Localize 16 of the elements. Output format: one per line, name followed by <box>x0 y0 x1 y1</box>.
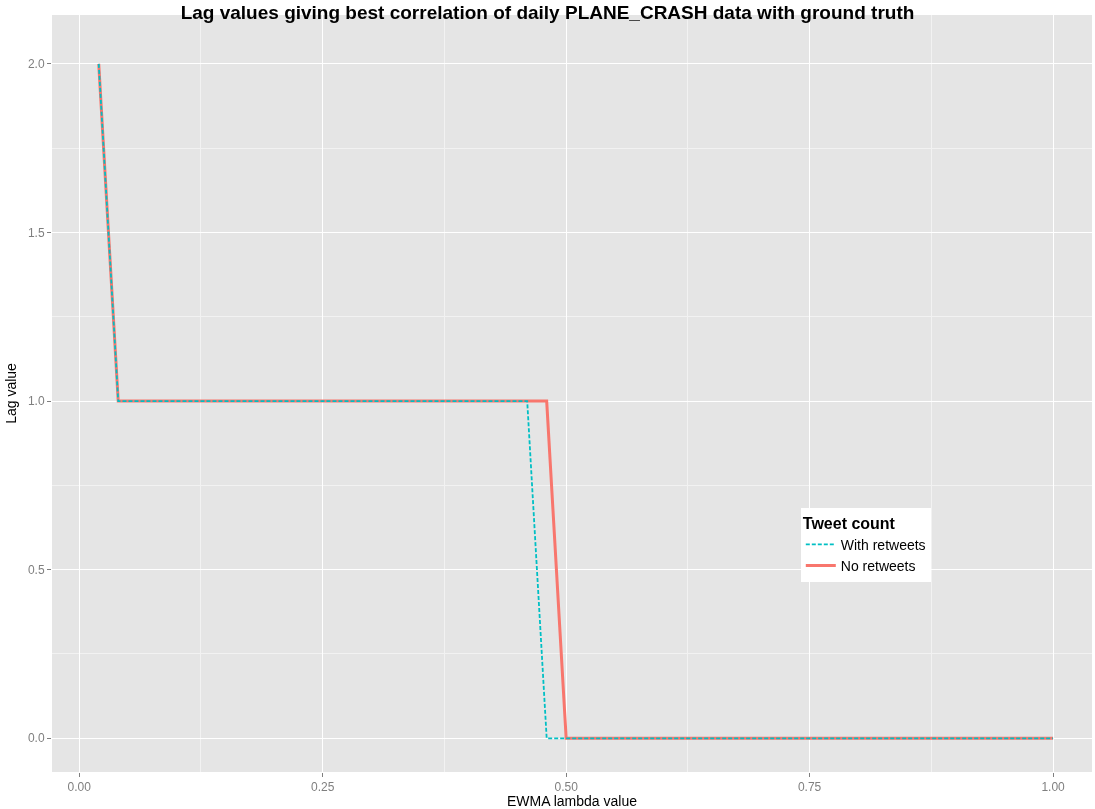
y-tick-label: 0.0 <box>27 731 45 746</box>
chart-title: Lag values giving best correlation of daily PLANE_CRASH data with ground truth <box>180 1 915 23</box>
legend-label: With retweets <box>840 536 926 553</box>
x-tick-label: 0.25 <box>311 780 335 795</box>
y-axis-title: Lag value <box>2 362 19 424</box>
x-tick-label: 1.00 <box>1041 780 1066 795</box>
x-axis-title: EWMA lambda value <box>507 793 638 809</box>
x-tick-label: 0.50 <box>554 780 579 795</box>
y-tick-label: 2.0 <box>27 57 45 72</box>
legend-title: Tweet count <box>802 514 896 532</box>
legend-label: No retweets <box>840 557 916 574</box>
y-tick-label: 1.0 <box>27 394 45 409</box>
x-tick-label: 0.75 <box>797 780 822 795</box>
y-tick-label: 0.5 <box>27 562 45 577</box>
x-tick-label: 0.00 <box>67 780 92 795</box>
y-tick-label: 1.5 <box>27 225 45 240</box>
